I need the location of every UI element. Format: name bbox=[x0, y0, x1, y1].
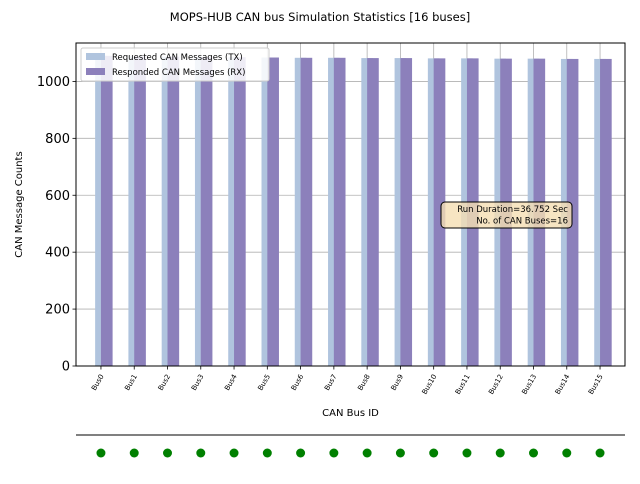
bar-rx-bus9 bbox=[400, 58, 413, 366]
x-tick-label: Bus3 bbox=[190, 373, 206, 392]
bus-status-dot bbox=[329, 448, 339, 458]
bus-status-dot bbox=[229, 448, 239, 458]
bar-rx-bus1 bbox=[134, 56, 146, 366]
x-tick-label: Bus14 bbox=[554, 373, 572, 396]
x-tick-label: Bus7 bbox=[323, 373, 339, 392]
bar-tx-bus15 bbox=[594, 58, 606, 367]
bus-count-text: No. of CAN Buses=16 bbox=[476, 217, 568, 227]
bar-rx-bus15 bbox=[600, 58, 612, 367]
chart-title: MOPS-HUB CAN bus Simulation Statistics [… bbox=[170, 10, 470, 24]
y-tick-label: 0 bbox=[62, 360, 70, 375]
bar-rx-bus3 bbox=[200, 56, 213, 367]
plot-frame bbox=[75, 42, 626, 367]
x-tick-label: Bus0 bbox=[90, 373, 106, 392]
legend-swatch-rx bbox=[86, 68, 105, 75]
x-tick-label: Bus11 bbox=[454, 373, 472, 396]
bar-rx-bus14 bbox=[566, 58, 579, 367]
bus-status-indicators bbox=[96, 448, 605, 458]
y-tick-label: 400 bbox=[45, 246, 70, 261]
x-tick-label: Bus5 bbox=[256, 373, 272, 392]
y-axis-label: CAN Message Counts bbox=[14, 151, 25, 257]
bus-status-dot bbox=[129, 448, 139, 458]
bus-status-dot bbox=[595, 448, 605, 458]
bar-rx-bus2 bbox=[167, 56, 180, 366]
x-tick-label: Bus1 bbox=[123, 373, 139, 392]
bus-status-dot bbox=[96, 448, 106, 458]
legend-label-tx: Requested CAN Messages (TX) bbox=[112, 53, 243, 63]
y-tick-label: 200 bbox=[45, 303, 70, 318]
bar-rx-bus10 bbox=[433, 58, 446, 366]
x-tick-label: Bus8 bbox=[356, 373, 372, 392]
bus-status-dot bbox=[196, 448, 206, 458]
x-tick-label: Bus9 bbox=[390, 373, 406, 392]
y-axis-ticks: 0 200 400 600 800 1000 bbox=[37, 75, 76, 375]
run-info-annotation: Run Duration=36.752 Sec No. of CAN Buses… bbox=[440, 201, 573, 229]
bus-status-dot bbox=[296, 448, 306, 458]
y-tick-label: 1000 bbox=[37, 75, 70, 90]
x-tick-label: Bus6 bbox=[290, 373, 306, 392]
run-duration-text: Run Duration=36.752 Sec bbox=[457, 205, 568, 215]
legend-swatch-tx bbox=[86, 53, 105, 60]
x-tick-label: Bus10 bbox=[421, 373, 439, 396]
x-tick-label: Bus15 bbox=[587, 373, 605, 396]
y-tick-label: 800 bbox=[45, 132, 70, 147]
bar-rx-bus6 bbox=[300, 57, 313, 366]
y-tick-label: 600 bbox=[45, 189, 70, 204]
bus-status-dot bbox=[163, 448, 172, 458]
legend: Requested CAN Messages (TX) Responded CA… bbox=[80, 47, 270, 82]
bus-status-dot bbox=[362, 448, 372, 458]
x-tick-label: Bus4 bbox=[223, 373, 239, 392]
bar-tx-bus1 bbox=[128, 56, 141, 366]
x-tick-label: Bus12 bbox=[487, 373, 505, 396]
bar-rx-bus8 bbox=[367, 58, 379, 366]
bus-status-dot bbox=[495, 448, 505, 458]
legend-label-rx: Responded CAN Messages (RX) bbox=[112, 68, 245, 78]
bar-rx-bus5 bbox=[267, 57, 279, 366]
x-axis-ticks: Bus0 Bus1 Bus2 Bus3 Bus4 Bus5 Bus6 Bus7 Bus8 Bus9… bbox=[90, 366, 605, 396]
bus-status-dot bbox=[462, 448, 472, 458]
legend-frame bbox=[80, 47, 270, 82]
x-tick-label: Bus13 bbox=[520, 373, 538, 396]
bus-status-dot bbox=[429, 448, 439, 458]
bus-status-dot bbox=[395, 448, 405, 458]
x-axis-label: CAN Bus ID bbox=[322, 408, 379, 419]
bus-status-dot bbox=[562, 448, 572, 458]
bar-rx-bus4 bbox=[234, 57, 246, 367]
x-tick-label: Bus2 bbox=[157, 373, 173, 392]
bus-status-dot bbox=[529, 448, 538, 458]
bus-status-dot bbox=[262, 448, 272, 458]
annotation-box bbox=[440, 201, 573, 229]
bar-rx-bus0 bbox=[100, 55, 113, 367]
bar-rx-bus7 bbox=[333, 57, 346, 366]
